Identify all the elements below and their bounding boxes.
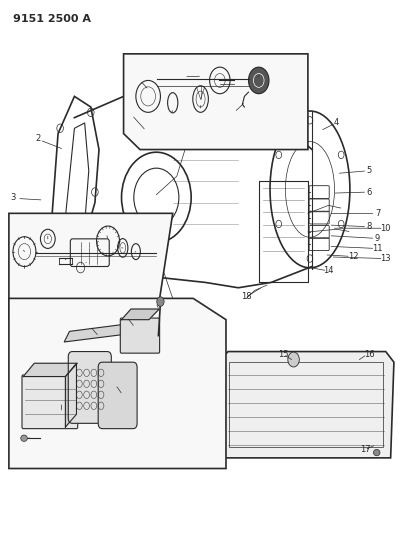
Circle shape	[249, 67, 269, 94]
Text: 14: 14	[323, 266, 334, 275]
Text: 17: 17	[360, 446, 371, 455]
Text: 37: 37	[229, 108, 240, 117]
Text: 10: 10	[381, 224, 391, 233]
Text: 9: 9	[375, 234, 380, 243]
Text: 2: 2	[35, 134, 40, 143]
FancyBboxPatch shape	[120, 318, 159, 353]
Ellipse shape	[21, 435, 27, 441]
Circle shape	[157, 297, 164, 306]
Polygon shape	[65, 364, 76, 427]
Polygon shape	[9, 298, 226, 469]
Text: 4: 4	[334, 118, 339, 127]
Text: 1: 1	[129, 108, 134, 117]
Polygon shape	[64, 322, 140, 342]
Text: 34: 34	[165, 110, 176, 119]
Text: 7: 7	[375, 209, 380, 218]
Text: 35: 35	[195, 106, 206, 115]
Text: 13: 13	[381, 254, 391, 263]
Text: 11: 11	[372, 244, 383, 253]
Text: 30: 30	[102, 229, 113, 238]
Text: 15: 15	[278, 350, 289, 359]
Text: 28: 28	[83, 257, 94, 265]
Text: 9151 2500 A: 9151 2500 A	[13, 14, 91, 24]
Text: 36: 36	[179, 72, 189, 81]
FancyBboxPatch shape	[22, 375, 78, 429]
Circle shape	[288, 352, 299, 367]
Text: 32: 32	[130, 248, 141, 257]
Text: 25: 25	[16, 244, 26, 253]
Text: 27: 27	[59, 258, 69, 266]
Text: 19: 19	[151, 298, 162, 307]
Text: 33: 33	[134, 76, 145, 85]
Polygon shape	[9, 213, 173, 320]
Text: 6: 6	[367, 188, 372, 197]
Text: 12: 12	[348, 252, 358, 261]
Text: 18: 18	[241, 292, 252, 301]
Ellipse shape	[374, 449, 380, 456]
FancyBboxPatch shape	[68, 352, 111, 423]
Text: 16: 16	[364, 350, 375, 359]
FancyBboxPatch shape	[98, 362, 137, 429]
Text: 24: 24	[20, 433, 30, 442]
Text: 23: 23	[57, 408, 67, 417]
Text: 20: 20	[122, 312, 133, 321]
Polygon shape	[218, 352, 394, 458]
Polygon shape	[23, 364, 77, 376]
Text: 38: 38	[249, 72, 260, 81]
Text: 8: 8	[367, 222, 372, 231]
Text: 5: 5	[367, 166, 372, 175]
Text: 26: 26	[42, 229, 53, 238]
Text: 31: 31	[116, 244, 127, 253]
Text: 22: 22	[118, 391, 129, 400]
Text: 21: 21	[85, 321, 96, 330]
Text: 3: 3	[10, 193, 16, 202]
Polygon shape	[122, 309, 159, 320]
Polygon shape	[124, 54, 308, 150]
